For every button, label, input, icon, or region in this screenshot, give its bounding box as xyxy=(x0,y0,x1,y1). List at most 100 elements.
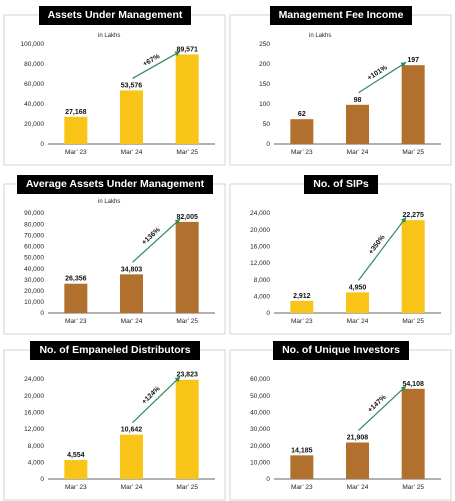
y-tick-label: 0 xyxy=(40,310,44,317)
bar xyxy=(175,54,199,144)
data-label: 21,908 xyxy=(347,434,369,441)
chart-panel-distributors: 0 4,000 8,000 12,000 16,000 20,000 24,000 4,554… xyxy=(3,341,227,501)
growth-arrow xyxy=(358,216,407,281)
y-tick-label: 24,000 xyxy=(250,210,270,217)
y-tick-label: 80,000 xyxy=(24,221,44,228)
x-tick-label: Mar’ 23 xyxy=(65,149,87,156)
x-tick-label: Mar’ 23 xyxy=(65,484,87,491)
y-tick-label: 50,000 xyxy=(24,255,44,262)
bar xyxy=(290,455,314,479)
chart-title: No. of SIPs xyxy=(304,175,378,194)
bar xyxy=(290,119,314,144)
y-tick-label: 8,000 xyxy=(254,277,271,284)
chart-panel-avg-aum: 0 10,000 20,000 30,000 40,000 50,000 60,000 70,… xyxy=(3,175,227,335)
x-tick-label: Mar’ 25 xyxy=(176,318,198,325)
data-label: 34,803 xyxy=(121,266,143,273)
y-tick-label: 4,000 xyxy=(254,294,271,301)
chart-fee-income: 0 50 100 150 200 250 62 Mar’ 23 98 Mar’ 24 197 Mar’… xyxy=(229,14,452,166)
data-label: 89,571 xyxy=(176,46,198,53)
bar xyxy=(120,434,143,479)
chart-title: Average Assets Under Management xyxy=(16,175,214,194)
growth-arrowhead xyxy=(401,217,407,223)
y-tick-label: 0 xyxy=(40,476,44,483)
growth-arrowhead xyxy=(174,218,181,225)
growth-label: +124% xyxy=(141,385,162,406)
data-label: 4,950 xyxy=(349,284,367,291)
chart-title: Management Fee Income xyxy=(269,6,413,25)
y-tick-label: 20,000 xyxy=(24,121,44,128)
unit-note: in Lakhs xyxy=(98,33,121,39)
growth-arrowhead xyxy=(400,62,407,68)
growth-arrow xyxy=(132,376,181,424)
y-tick-label: 30,000 xyxy=(24,277,44,284)
chart-investors: 0 10,000 20,000 30,000 40,000 50,000 60,000 14,… xyxy=(229,349,452,501)
y-tick-label: 70,000 xyxy=(24,232,44,239)
x-tick-label: Mar’ 25 xyxy=(402,149,424,156)
growth-label: +350% xyxy=(368,233,387,255)
chart-distributors: 0 4,000 8,000 12,000 16,000 20,000 24,000 4,554… xyxy=(3,349,226,501)
y-tick-label: 90,000 xyxy=(24,210,44,217)
growth-arrow xyxy=(358,61,407,94)
y-tick-label: 60,000 xyxy=(250,376,270,383)
y-tick-label: 20,000 xyxy=(24,393,44,400)
x-tick-label: Mar’ 24 xyxy=(121,484,143,491)
y-tick-label: 24,000 xyxy=(24,376,44,383)
data-label: 82,005 xyxy=(176,214,198,221)
y-tick-label: 60,000 xyxy=(24,244,44,251)
bar xyxy=(120,274,143,313)
bar xyxy=(290,300,314,313)
growth-arrowhead xyxy=(400,385,407,392)
x-tick-label: Mar’ 23 xyxy=(291,484,313,491)
y-tick-label: 40,000 xyxy=(250,410,270,417)
y-tick-label: 0 xyxy=(266,310,270,317)
data-label: 14,185 xyxy=(291,447,313,454)
chart-aum: 0 20,000 40,000 60,000 80,000 100,000 27,168 Ma… xyxy=(3,14,226,166)
unit-note: in Lakhs xyxy=(98,199,121,205)
y-tick-label: 150 xyxy=(259,81,270,88)
x-tick-label: Mar’ 25 xyxy=(402,484,424,491)
y-tick-label: 10,000 xyxy=(250,460,270,467)
growth-arrow xyxy=(132,218,181,263)
y-tick-label: 12,000 xyxy=(24,426,44,433)
data-label: 23,823 xyxy=(176,372,198,379)
y-tick-label: 40,000 xyxy=(24,266,44,273)
chart-title: Assets Under Management xyxy=(38,6,192,25)
growth-arrow xyxy=(358,385,407,431)
bar xyxy=(64,283,88,313)
x-tick-label: Mar’ 23 xyxy=(65,318,87,325)
x-tick-label: Mar’ 24 xyxy=(347,484,369,491)
y-tick-label: 16,000 xyxy=(250,244,270,251)
growth-label: +147% xyxy=(367,393,388,414)
chart-title: No. of Empaneled Distributors xyxy=(30,341,200,360)
x-tick-label: Mar’ 23 xyxy=(291,149,313,156)
x-tick-label: Mar’ 24 xyxy=(347,318,369,325)
y-tick-label: 200 xyxy=(259,61,270,68)
chart-sips: 0 4,000 8,000 12,000 16,000 20,000 24,000 2,912… xyxy=(229,183,452,335)
bar xyxy=(401,220,425,313)
y-tick-label: 80,000 xyxy=(24,61,44,68)
y-tick-label: 50 xyxy=(263,121,271,128)
chart-panel-aum: 0 20,000 40,000 60,000 80,000 100,000 27,168 Ma… xyxy=(3,6,227,166)
growth-arrowhead xyxy=(174,376,181,383)
x-tick-label: Mar’ 25 xyxy=(176,149,198,156)
data-label: 54,108 xyxy=(402,381,424,388)
data-label: 197 xyxy=(407,57,419,64)
y-tick-label: 250 xyxy=(259,41,270,48)
growth-label: +101% xyxy=(366,64,389,82)
bar xyxy=(346,292,369,313)
chart-panel-fee-income: 0 50 100 150 200 250 62 Mar’ 23 98 Mar’ 24 197 Mar’… xyxy=(229,6,453,166)
x-tick-label: Mar’ 25 xyxy=(176,484,198,491)
data-label: 26,356 xyxy=(65,276,87,283)
data-label: 2,912 xyxy=(293,293,311,300)
y-tick-label: 20,000 xyxy=(24,288,44,295)
growth-label: +136% xyxy=(141,226,163,247)
y-tick-label: 20,000 xyxy=(250,443,270,450)
y-tick-label: 100 xyxy=(259,101,270,108)
x-tick-label: Mar’ 24 xyxy=(121,149,143,156)
y-tick-label: 0 xyxy=(266,141,270,148)
y-tick-label: 10,000 xyxy=(24,299,44,306)
growth-arrow xyxy=(132,50,181,79)
x-tick-label: Mar’ 23 xyxy=(291,318,313,325)
bar xyxy=(120,90,143,144)
chart-panel-sips: 0 4,000 8,000 12,000 16,000 20,000 24,000 2,912… xyxy=(229,175,453,335)
